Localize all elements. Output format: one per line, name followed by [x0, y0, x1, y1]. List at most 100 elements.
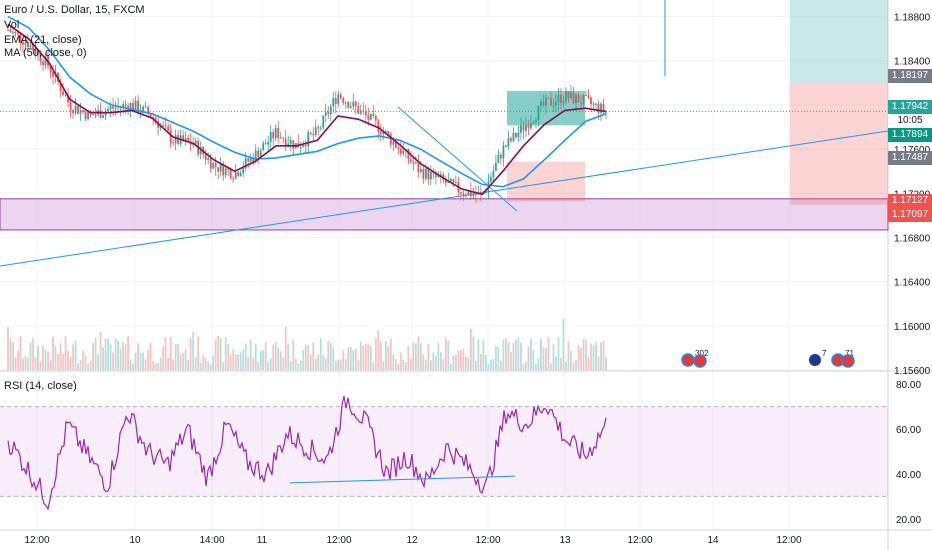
volume-bar — [570, 350, 572, 370]
volume-bar — [312, 342, 315, 370]
volume-bar — [474, 360, 477, 370]
volume-bar — [505, 338, 507, 370]
candle-body — [244, 158, 247, 169]
candle-body — [572, 92, 575, 103]
volume-bar — [264, 341, 267, 370]
candle-body — [64, 95, 67, 97]
volume-bar — [99, 332, 102, 370]
volume-bar — [139, 352, 142, 370]
volume-bar — [377, 330, 380, 370]
volume-bar — [29, 342, 32, 370]
candle-body — [357, 106, 360, 114]
volume-bar — [347, 347, 350, 370]
volume-bar — [352, 349, 355, 370]
candle-body — [575, 94, 577, 103]
volume-bar — [69, 356, 72, 370]
candle-body — [124, 104, 127, 106]
volume-bar — [472, 336, 475, 370]
volume-bar — [104, 338, 107, 370]
candle-body — [174, 135, 177, 144]
volume-bar — [369, 346, 372, 370]
volume-label: Vol — [4, 19, 20, 31]
volume-bar — [444, 337, 447, 370]
volume-bar — [580, 348, 582, 370]
candle-body — [547, 97, 550, 99]
volume-bar — [67, 350, 69, 370]
volume-bar — [274, 341, 277, 370]
volume-bar — [424, 359, 427, 370]
volume-bar — [134, 353, 137, 370]
candle-body — [187, 137, 190, 142]
volume-bar — [367, 344, 370, 370]
volume-bar — [374, 338, 377, 370]
candle-body — [364, 111, 367, 116]
volume-bar — [332, 347, 335, 370]
volume-bar — [422, 354, 425, 370]
dividend-event-count: 7 — [822, 349, 827, 358]
volume-bar — [202, 355, 205, 370]
candle-body — [207, 158, 210, 160]
candle-body — [397, 147, 400, 149]
volume-bar — [459, 350, 462, 370]
volume-bar — [502, 339, 505, 370]
volume-bar — [179, 354, 182, 370]
time-tick-label: 12:00 — [24, 535, 49, 546]
candle-body — [540, 101, 542, 106]
candle-body — [239, 173, 242, 176]
candles — [7, 24, 607, 370]
volume-bar — [227, 344, 230, 370]
candle-body — [267, 141, 270, 145]
volume-bar — [429, 360, 432, 370]
volume-bar — [575, 359, 577, 370]
candle-body — [585, 94, 587, 96]
volume-bar — [54, 346, 57, 370]
volume-bar — [540, 338, 542, 370]
candle-body — [387, 131, 390, 135]
time-tick-label: 14 — [707, 535, 719, 546]
volume-bar — [272, 344, 275, 370]
time-tick-label: 12:00 — [326, 535, 351, 546]
candle-body — [112, 106, 114, 109]
candle-body — [414, 162, 417, 164]
candle-body — [472, 193, 475, 197]
candle-body — [469, 190, 472, 197]
volume-bar — [177, 344, 180, 370]
volume-bar — [149, 343, 152, 370]
symbol-title[interactable]: Euro / U.S. Dollar, 15, FXCM — [4, 4, 145, 16]
candle-body — [444, 179, 447, 183]
volume-bar — [585, 340, 587, 370]
volume-bar — [124, 343, 127, 370]
volume-bar — [309, 354, 312, 370]
volume-bar — [327, 341, 330, 370]
volume-bar — [222, 362, 225, 370]
candle-body — [545, 97, 547, 106]
volume-bar — [204, 357, 207, 370]
candle-body — [344, 102, 347, 104]
candle-body — [505, 145, 507, 147]
volume-bar — [550, 363, 552, 370]
volume-bar — [37, 345, 39, 370]
volume-bar — [334, 360, 337, 370]
volume-bar — [552, 344, 555, 370]
candle-body — [354, 101, 357, 107]
time-tick-label: 11 — [257, 535, 268, 546]
candle-body — [52, 71, 54, 77]
candle-body — [525, 124, 527, 131]
economic-event-icon-3-count: 71 — [845, 349, 854, 358]
candle-body — [229, 169, 232, 179]
time-tick-label: 12:00 — [475, 535, 500, 546]
volume-bar — [354, 349, 357, 370]
candle-body — [167, 126, 170, 131]
volume-bar — [92, 342, 94, 370]
volume-bar — [299, 360, 302, 370]
candle-body — [237, 172, 240, 176]
candle-body — [94, 114, 97, 116]
time-tick-label: 12:00 — [776, 535, 801, 546]
volume-bar — [254, 343, 257, 370]
candle-body — [72, 110, 74, 113]
volume-bar — [7, 327, 9, 370]
volume-bar — [389, 338, 392, 370]
candle-body — [129, 103, 132, 112]
